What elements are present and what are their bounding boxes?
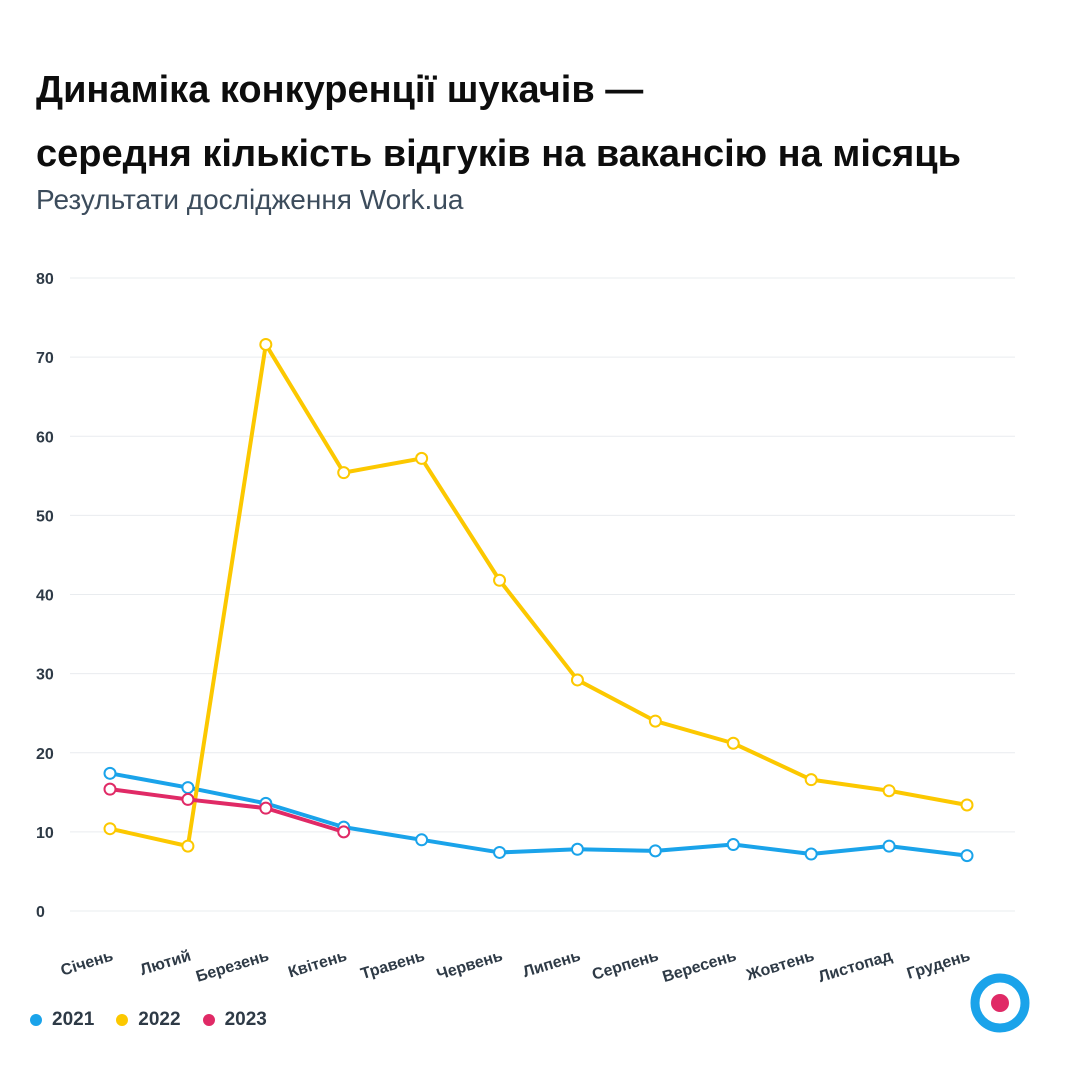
chart-title-line-2: середня кількість відгуків на вакансію н… xyxy=(36,133,962,175)
y-tick-label-30: 30 xyxy=(36,667,54,684)
legend-label-2023: 2023 xyxy=(224,1009,267,1030)
x-tick-label-5: Травень xyxy=(359,948,427,984)
series-line-2023 xyxy=(108,787,346,834)
x-tick-label-6: Червень xyxy=(435,948,505,984)
x-tick-label-2: Лютий xyxy=(138,948,193,979)
x-axis: Січень Лютий Березень Квітень Травень Червень… xyxy=(59,948,972,987)
point-2022-6 xyxy=(493,573,507,587)
gridlines xyxy=(70,277,1015,912)
point-2021-8 xyxy=(648,844,662,858)
point-2023-1 xyxy=(103,782,117,796)
point-2023-3 xyxy=(259,801,273,815)
work-ua-logo-icon xyxy=(970,973,1030,1033)
legend-item-2022: 2022 xyxy=(116,1009,181,1031)
x-tick-label-10: Жовтень xyxy=(744,948,817,985)
point-2021-9 xyxy=(726,838,740,852)
legend: 2021 2022 2023 xyxy=(30,1006,267,1034)
y-tick-label-0: 0 xyxy=(36,904,45,921)
x-tick-label-9: Вересень xyxy=(661,948,739,987)
legend-label-2022: 2022 xyxy=(138,1009,181,1030)
point-2022-7 xyxy=(570,673,584,687)
x-tick-label-3: Березень xyxy=(194,948,271,986)
y-tick-label-40: 40 xyxy=(36,588,54,605)
point-2022-5 xyxy=(415,451,429,465)
chart-subtitle: Результати дослідження Work.ua xyxy=(36,184,464,215)
point-2023-2 xyxy=(181,792,195,806)
x-tick-label-8: Серпень xyxy=(590,948,660,984)
point-2023-4 xyxy=(337,825,351,839)
point-2021-1 xyxy=(103,766,117,780)
chart-title: Динаміка конкуренції шукачів — середня к… xyxy=(36,58,1066,186)
legend-item-2023: 2023 xyxy=(202,1009,267,1031)
x-tick-label-12: Грудень xyxy=(905,948,972,983)
y-tick-label-10: 10 xyxy=(36,825,54,842)
legend-dot-2022 xyxy=(116,1014,129,1026)
point-2022-11 xyxy=(882,784,896,798)
x-tick-label-4: Квітень xyxy=(286,948,349,982)
chart-title-line-1: Динаміка конкуренції шукачів — xyxy=(36,69,644,111)
point-2022-3 xyxy=(259,337,273,351)
line-chart: 0 10 20 30 40 50 60 70 80 Січень Лютий Березень Кві… xyxy=(36,271,1015,987)
y-tick-label-80: 80 xyxy=(36,271,54,288)
y-tick-label-60: 60 xyxy=(36,429,54,446)
x-tick-label-7: Липень xyxy=(521,948,583,982)
y-tick-label-50: 50 xyxy=(36,508,54,525)
series-layer xyxy=(103,337,974,863)
logo-ring xyxy=(970,973,1030,1033)
point-2022-9 xyxy=(726,736,740,750)
legend-item-2021: 2021 xyxy=(30,1009,94,1031)
point-2021-5 xyxy=(415,833,429,847)
x-tick-label-1: Січень xyxy=(59,948,115,980)
y-axis: 0 10 20 30 40 50 60 70 80 xyxy=(36,271,54,921)
point-2021-6 xyxy=(493,845,507,859)
x-tick-label-11: Листопад xyxy=(817,948,895,987)
point-2022-4 xyxy=(337,466,351,480)
point-2021-2 xyxy=(181,781,195,795)
point-2022-12 xyxy=(960,798,974,812)
point-2021-10 xyxy=(804,847,818,861)
legend-dot-2023 xyxy=(202,1014,215,1026)
point-2021-11 xyxy=(882,839,896,853)
point-2022-10 xyxy=(804,773,818,787)
point-2021-7 xyxy=(570,842,584,856)
y-tick-label-70: 70 xyxy=(36,350,54,367)
series-line-2022 xyxy=(108,342,969,849)
legend-dot-2021 xyxy=(30,1014,42,1026)
series-line-2021 xyxy=(108,771,969,858)
logo-dot xyxy=(991,994,1009,1012)
y-tick-label-20: 20 xyxy=(36,746,54,763)
point-2022-1 xyxy=(103,822,117,836)
point-2021-12 xyxy=(960,849,974,863)
point-2022-2 xyxy=(181,839,195,853)
point-2022-8 xyxy=(648,714,662,728)
legend-label-2021: 2021 xyxy=(52,1009,95,1030)
